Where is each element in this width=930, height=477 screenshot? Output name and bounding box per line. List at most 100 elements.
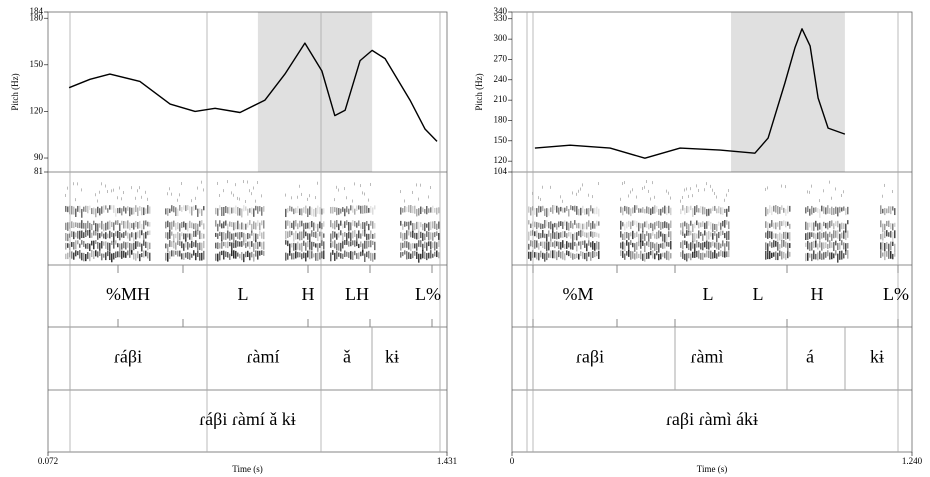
spectrogram-cell bbox=[117, 220, 119, 225]
spectrogram-cell bbox=[334, 240, 336, 249]
spectrogram-cell bbox=[313, 241, 315, 247]
spectrogram-cell bbox=[303, 252, 305, 259]
spectrogram-cell bbox=[670, 196, 671, 200]
spectrogram-cell bbox=[436, 223, 438, 231]
spectrogram-cell bbox=[297, 195, 298, 199]
spectrogram-cell bbox=[582, 183, 583, 187]
spectrogram-cell bbox=[636, 195, 637, 199]
spectrogram-cell bbox=[584, 240, 586, 248]
spectrogram-cell bbox=[249, 189, 250, 193]
spectrogram-cell bbox=[233, 250, 235, 259]
spectrogram-cell bbox=[400, 207, 402, 215]
spectrogram-cell bbox=[364, 253, 366, 263]
spectrogram-cell bbox=[95, 250, 97, 257]
spectrogram-cell bbox=[199, 253, 201, 261]
spectrogram-cell bbox=[203, 206, 205, 211]
spectrogram-cell bbox=[562, 240, 564, 248]
spectrogram-cell bbox=[636, 251, 638, 259]
spectrogram-cell bbox=[111, 205, 113, 210]
spectrogram-cell bbox=[191, 240, 193, 248]
spectrogram-cell bbox=[119, 243, 121, 252]
spectrogram-cell bbox=[203, 223, 205, 230]
spectrogram-cell bbox=[686, 253, 688, 262]
spectrogram-cell bbox=[177, 222, 179, 230]
spectrogram-cell bbox=[718, 221, 720, 226]
spectrogram-cell bbox=[781, 205, 783, 210]
spectrogram-cell bbox=[428, 241, 430, 247]
spectrogram-cell bbox=[835, 187, 836, 191]
spectrogram-cell bbox=[366, 233, 368, 240]
spectrogram-cell bbox=[139, 253, 141, 262]
spectrogram-cell bbox=[636, 221, 638, 228]
spectrogram-cell bbox=[831, 233, 833, 241]
spectrogram-cell bbox=[817, 252, 819, 261]
spectrogram-cell bbox=[75, 208, 77, 217]
spectrogram-cell bbox=[634, 220, 636, 225]
spectrogram-cell bbox=[297, 252, 299, 258]
spectrogram-cell bbox=[773, 222, 775, 229]
spectrogram-cell bbox=[726, 193, 727, 197]
spectrogram-cell bbox=[714, 242, 716, 248]
x-tick-label: 0.072 bbox=[38, 456, 58, 466]
spectrogram-cell bbox=[704, 188, 705, 192]
spectrogram-cell bbox=[89, 243, 91, 252]
y-tick-label: 120 bbox=[30, 105, 44, 115]
spectrogram-cell bbox=[223, 232, 225, 240]
spectrogram-cell bbox=[530, 240, 532, 247]
spectrogram-cell bbox=[414, 250, 416, 256]
spectrogram-cell bbox=[340, 208, 342, 214]
spectrogram-cell bbox=[658, 208, 660, 215]
spectrogram-cell bbox=[299, 184, 300, 188]
spectrogram-cell bbox=[554, 222, 556, 228]
spectrogram-cell bbox=[650, 250, 652, 256]
spectrogram-cell bbox=[692, 251, 694, 258]
spectrogram-cell bbox=[103, 223, 105, 232]
spectrogram-cell bbox=[165, 232, 167, 239]
spectrogram-cell bbox=[181, 241, 183, 249]
spectrogram-cell bbox=[354, 230, 356, 237]
spectrogram-cell bbox=[787, 221, 789, 226]
spectrogram-cell bbox=[646, 180, 647, 184]
spectrogram-cell bbox=[366, 251, 368, 258]
spectrogram-cell bbox=[197, 242, 199, 251]
spectrogram-cell bbox=[773, 233, 775, 239]
spectrogram-cell bbox=[652, 242, 654, 249]
spectrogram-cell bbox=[722, 240, 724, 247]
spectrogram-cell bbox=[422, 243, 424, 251]
spectrogram-cell bbox=[410, 231, 412, 238]
spectrogram-cell bbox=[348, 208, 350, 215]
spectrogram-cell bbox=[233, 193, 234, 197]
spectrogram-cell bbox=[884, 231, 886, 239]
spectrogram-cell bbox=[528, 231, 530, 241]
spectrogram-cell bbox=[352, 220, 354, 226]
spectrogram-cell bbox=[199, 242, 201, 251]
spectrogram-cell bbox=[243, 223, 245, 230]
spectrogram-cell bbox=[354, 250, 356, 256]
spectrogram-cell bbox=[642, 231, 644, 240]
spectrogram-cell bbox=[696, 250, 698, 258]
spectrogram-cell bbox=[97, 232, 99, 240]
spectrogram-cell bbox=[576, 243, 578, 252]
spectrogram-cell bbox=[664, 221, 666, 228]
spectrogram-cell bbox=[285, 252, 287, 261]
spectrogram-cell bbox=[181, 206, 183, 212]
spectrogram-cell bbox=[400, 220, 402, 226]
spectrogram-cell bbox=[303, 230, 305, 239]
spectrogram-cell bbox=[319, 221, 321, 229]
spectrogram-cell bbox=[692, 223, 694, 233]
spectrogram-cell bbox=[77, 251, 79, 256]
spectrogram-cell bbox=[620, 197, 621, 201]
spectrogram-cell bbox=[412, 230, 414, 238]
spectrogram-cell bbox=[572, 223, 574, 229]
spectrogram-cell bbox=[564, 253, 566, 261]
spectrogram-cell bbox=[309, 240, 311, 250]
spectrogram-cell bbox=[253, 221, 255, 230]
spectrogram-cell bbox=[544, 253, 546, 262]
spectrogram-cell bbox=[884, 251, 886, 261]
spectrogram-cell bbox=[227, 230, 229, 239]
spectrogram-cell bbox=[560, 221, 562, 226]
x-tick-label: 1.431 bbox=[437, 456, 457, 466]
spectrogram-cell bbox=[428, 208, 430, 213]
spectrogram-cell bbox=[576, 232, 578, 241]
spectrogram-cell bbox=[815, 220, 817, 227]
